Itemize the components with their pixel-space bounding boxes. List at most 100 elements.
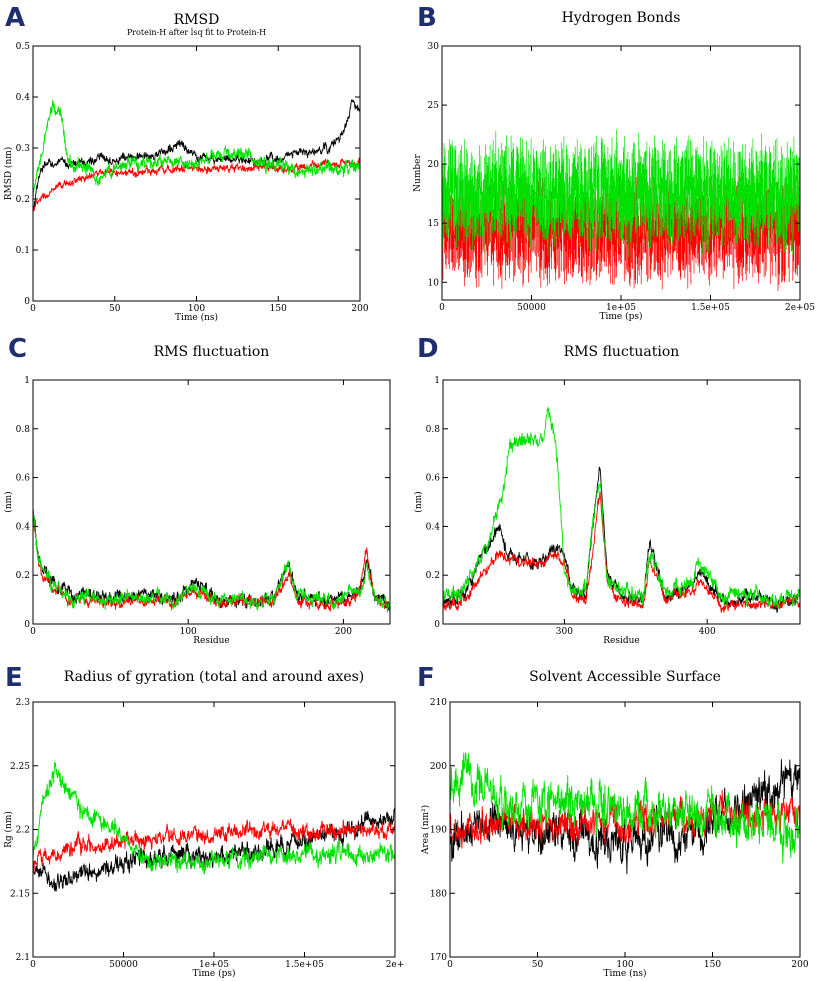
y-tick-label: 0.8 xyxy=(16,425,31,435)
x-tick-label: 50000 xyxy=(517,303,546,313)
y-tick-label: 0.4 xyxy=(16,522,31,532)
y-tick-label: 0.4 xyxy=(16,93,31,103)
y-tick-label: 1 xyxy=(24,376,30,386)
series-green-line xyxy=(443,407,800,609)
y-tick-label: 0 xyxy=(24,297,30,307)
y-tick-label: 2.3 xyxy=(16,698,31,708)
chart-panel-d: D RMS fluctuation 300 400 0 0.2 0.4 0.6 0.8 1 Resi… xyxy=(413,334,801,646)
y-tick-label: 190 xyxy=(430,826,447,836)
series-red-line xyxy=(443,491,800,613)
y-tick-label: 170 xyxy=(430,953,447,963)
y-axis-label: Area (nm²) xyxy=(420,805,431,855)
y-tick-label: 2.15 xyxy=(10,889,30,899)
panel-label: F xyxy=(417,663,435,693)
series-group xyxy=(442,129,800,291)
x-axis-label: Time (ps) xyxy=(599,311,642,322)
chart-title: Hydrogen Bonds xyxy=(562,10,681,26)
x-tick-label: 1.5e+05 xyxy=(691,303,730,313)
x-tick-label: 150 xyxy=(704,960,721,970)
x-axis-label: Time (ns) xyxy=(175,312,218,323)
series-green-line xyxy=(33,100,360,199)
plot-frame xyxy=(442,379,801,625)
chart-panel-c: C RMS fluctuation 0 100 200 0 0.2 0.4 0.6 0.8 1 Res… xyxy=(3,334,391,646)
y-tick-label: 0.6 xyxy=(426,474,441,484)
y-tick-label: 0.6 xyxy=(16,474,31,484)
series-group xyxy=(443,407,800,613)
x-tick-label: 300 xyxy=(556,627,573,637)
y-tick-label: 20 xyxy=(428,160,440,170)
x-tick-label: 400 xyxy=(699,627,716,637)
x-tick-label: 0 xyxy=(439,303,445,313)
x-tick-label: 0 xyxy=(30,627,36,637)
chart-panel-e: E Radius of gyration (total and around ax… xyxy=(3,663,404,979)
y-tick-label: 0 xyxy=(24,620,30,630)
y-tick-label: 25 xyxy=(428,101,440,111)
y-tick-label: 30 xyxy=(428,42,440,52)
y-tick-label: 2.2 xyxy=(16,826,30,836)
chart-title: Solvent Accessible Surface xyxy=(529,669,721,685)
x-tick-label: 200 xyxy=(335,627,352,637)
y-tick-label: 210 xyxy=(430,698,447,708)
chart-panel-f: F Solvent Accessible Surface 0 50 100 150 200 1… xyxy=(417,663,809,979)
x-tick-label: 50 xyxy=(532,960,544,970)
y-tick-label: 0.8 xyxy=(426,425,441,435)
x-tick-label: 50000 xyxy=(109,960,138,970)
x-axis-label: Time (ps) xyxy=(192,968,235,979)
y-tick-label: 180 xyxy=(430,889,447,899)
x-tick-label: 100 xyxy=(616,960,633,970)
x-tick-label: 150 xyxy=(270,304,287,314)
y-tick-label: 200 xyxy=(430,762,447,772)
x-tick-label: 1e+05 xyxy=(199,960,229,970)
x-tick-label: 1.5e+05 xyxy=(285,960,324,970)
panel-label: B xyxy=(417,3,437,33)
x-axis-label: Time (ns) xyxy=(603,968,646,979)
plot-frame xyxy=(32,701,396,958)
y-tick-label: 0.1 xyxy=(16,246,30,256)
x-tick-label: 100 xyxy=(188,304,205,314)
series-group xyxy=(33,99,360,213)
panel-label: D xyxy=(417,334,439,364)
plot-frame xyxy=(32,379,391,625)
chart-panel-b: B Hydrogen Bonds 0 50000 1e+05 1.5e+05 2e+05 10… xyxy=(413,3,815,322)
x-tick-label: 0 xyxy=(30,960,36,970)
x-axis-label: Residue xyxy=(193,636,229,646)
x-tick-label: 200 xyxy=(351,304,368,314)
y-axis-label: (nm) xyxy=(413,491,424,512)
x-tick-label: 0 xyxy=(447,960,453,970)
y-tick-label: 0.4 xyxy=(426,522,441,532)
y-tick-label: 2.1 xyxy=(16,953,30,963)
chart-subtitle: Protein-H after lsq fit to Protein-H xyxy=(127,28,266,37)
y-tick-label: 0.2 xyxy=(16,195,30,205)
y-tick-label: 0.5 xyxy=(16,42,31,52)
series-red-line xyxy=(33,818,395,873)
y-tick-label: 0.2 xyxy=(16,571,30,581)
x-tick-label: 100 xyxy=(180,627,197,637)
y-tick-label: 0.2 xyxy=(426,571,440,581)
series-group xyxy=(33,761,395,892)
y-axis-label: Number xyxy=(413,154,423,192)
series-group xyxy=(450,752,800,875)
chart-title: RMSD xyxy=(174,12,220,28)
y-tick-label: 0.3 xyxy=(16,144,31,154)
panel-label: A xyxy=(5,3,25,33)
x-tick-label: 2e+ xyxy=(386,960,405,970)
series-green-line xyxy=(442,129,800,258)
y-tick-label: 15 xyxy=(428,219,440,229)
x-tick-label: 200 xyxy=(791,960,808,970)
series-group xyxy=(33,507,390,615)
series-red-line xyxy=(33,157,360,212)
series-green-line xyxy=(33,507,390,613)
x-tick-label: 50 xyxy=(109,304,121,314)
x-tick-label: 0 xyxy=(30,304,36,314)
y-tick-label: 2.25 xyxy=(10,762,30,772)
panel-label: E xyxy=(5,663,23,693)
plot-frame xyxy=(32,45,361,302)
y-axis-label: Rg (nm) xyxy=(3,811,14,848)
x-tick-label: 2e+05 xyxy=(785,303,815,313)
y-tick-label: 0 xyxy=(434,620,440,630)
chart-title: RMS fluctuation xyxy=(154,344,270,360)
x-tick-label: 1e+05 xyxy=(606,303,636,313)
x-axis-label: Residue xyxy=(603,636,639,646)
